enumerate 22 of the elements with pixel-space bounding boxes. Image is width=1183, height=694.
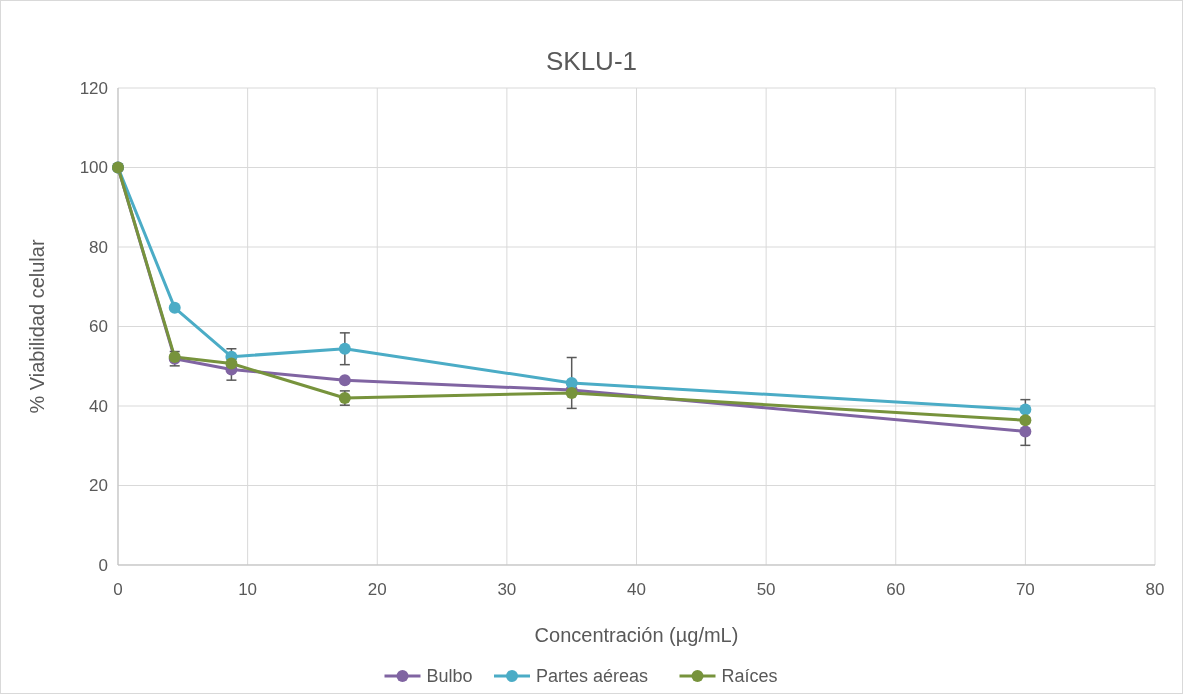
y-tick-label: 40	[89, 396, 108, 416]
x-tick-label: 10	[238, 580, 258, 599]
legend-label: Bulbo	[426, 666, 473, 687]
x-tick-label: 70	[1015, 580, 1035, 599]
y-tick-label: 0	[98, 555, 108, 575]
x-tick-label: 80	[1145, 580, 1165, 599]
y-tick-label: 60	[89, 317, 108, 337]
x-axis-title: Concentración (µg/mL)	[534, 624, 739, 646]
y-tick-label: 80	[89, 237, 108, 257]
x-tick-label: 50	[756, 580, 776, 599]
legend-label: Raíces	[721, 666, 778, 687]
y-axis-title: % Viabilidad celular	[26, 239, 48, 414]
y-tick-label: 100	[79, 158, 108, 178]
x-tick-label: 0	[113, 580, 123, 599]
x-tick-label: 20	[367, 580, 387, 599]
x-tick-label: 60	[886, 580, 906, 599]
chart-title: SKLU-1	[545, 46, 638, 76]
x-tick-label: 30	[497, 580, 517, 599]
x-tick-label: 40	[627, 580, 646, 599]
y-tick-label: 120	[79, 78, 108, 98]
y-tick-label: 20	[89, 476, 108, 496]
legend-label: Partes aéreas	[536, 666, 649, 687]
